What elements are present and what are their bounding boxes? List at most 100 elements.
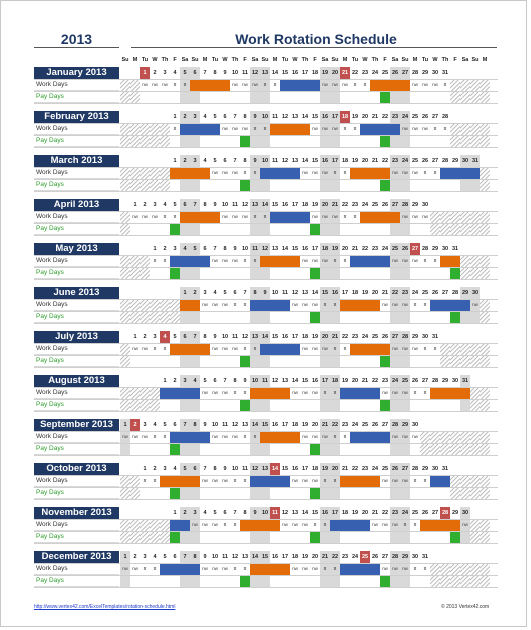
work-day-cell[interactable]: nw xyxy=(292,390,298,395)
pay-day-cell[interactable] xyxy=(250,311,260,323)
pay-day-cell[interactable] xyxy=(310,91,320,103)
work-day-cell[interactable]: x xyxy=(153,478,157,484)
pay-day-cell[interactable] xyxy=(410,135,420,147)
work-day-cell[interactable]: nw xyxy=(400,431,410,443)
pay-day-cell[interactable] xyxy=(370,443,380,455)
pay-day-cell[interactable] xyxy=(260,531,270,543)
work-day-cell[interactable]: nw xyxy=(400,255,410,267)
work-day-cell[interactable] xyxy=(390,211,400,223)
pay-day-cell[interactable] xyxy=(190,91,200,103)
pay-day-cell[interactable] xyxy=(270,443,280,455)
work-day-cell[interactable] xyxy=(170,519,180,531)
work-day-cell[interactable] xyxy=(190,79,200,91)
pay-day-cell[interactable] xyxy=(260,399,270,411)
pay-day-cell[interactable] xyxy=(150,487,160,499)
work-day-cell[interactable] xyxy=(260,255,270,267)
pay-day-cell[interactable] xyxy=(150,355,160,367)
pay-day-cell[interactable] xyxy=(280,179,290,191)
work-day-cell[interactable]: nw xyxy=(312,302,318,307)
pay-day-cell[interactable] xyxy=(230,487,240,499)
pay-day-cell[interactable] xyxy=(240,135,250,147)
work-day-cell[interactable] xyxy=(350,475,360,487)
work-day-cell[interactable] xyxy=(360,211,370,223)
pay-day-cell[interactable] xyxy=(340,531,350,543)
work-day-cell[interactable]: x xyxy=(330,343,340,355)
work-day-cell[interactable] xyxy=(360,475,370,487)
work-day-cell[interactable]: x xyxy=(343,170,347,176)
work-day-cell[interactable] xyxy=(430,299,440,311)
pay-day-cell[interactable] xyxy=(390,311,400,323)
work-day-cell[interactable]: nw xyxy=(242,82,248,87)
work-day-cell[interactable]: x xyxy=(180,79,190,91)
work-day-cell[interactable]: nw xyxy=(302,258,308,263)
pay-day-cell[interactable] xyxy=(340,575,350,587)
pay-day-cell[interactable] xyxy=(330,311,340,323)
pay-day-cell[interactable] xyxy=(160,575,170,587)
work-day-cell[interactable]: nw xyxy=(372,522,378,527)
pay-day-cell[interactable] xyxy=(340,223,350,235)
pay-day-cell[interactable] xyxy=(410,179,420,191)
work-day-cell[interactable]: nw xyxy=(212,478,218,483)
pay-day-cell[interactable] xyxy=(220,135,230,147)
pay-day-cell[interactable] xyxy=(320,575,330,587)
pay-day-cell[interactable] xyxy=(410,487,420,499)
work-day-cell[interactable]: x xyxy=(330,299,340,311)
work-day-cell[interactable]: nw xyxy=(292,522,298,527)
work-day-cell[interactable]: nw xyxy=(400,475,410,487)
work-day-cell[interactable] xyxy=(370,123,380,135)
pay-day-cell[interactable] xyxy=(370,91,380,103)
work-day-cell[interactable]: nw xyxy=(382,302,388,307)
pay-day-cell[interactable] xyxy=(400,91,410,103)
work-day-cell[interactable]: nw xyxy=(142,214,148,219)
pay-day-cell[interactable] xyxy=(370,575,380,587)
work-day-cell[interactable]: x xyxy=(343,214,347,220)
pay-day-cell[interactable] xyxy=(240,179,250,191)
pay-day-cell[interactable] xyxy=(290,135,300,147)
work-day-cell[interactable] xyxy=(180,299,190,311)
pay-day-cell[interactable] xyxy=(310,135,320,147)
pay-day-cell[interactable] xyxy=(160,267,170,279)
work-day-cell[interactable] xyxy=(270,123,280,135)
work-day-cell[interactable] xyxy=(360,255,370,267)
pay-day-cell[interactable] xyxy=(320,443,330,455)
work-day-cell[interactable]: x xyxy=(153,258,157,264)
pay-day-cell[interactable] xyxy=(260,223,270,235)
work-day-cell[interactable]: nw xyxy=(212,566,218,571)
pay-day-cell[interactable] xyxy=(160,355,170,367)
pay-day-cell[interactable] xyxy=(360,179,370,191)
work-day-cell[interactable] xyxy=(220,79,230,91)
work-day-cell[interactable] xyxy=(420,519,430,531)
work-day-cell[interactable] xyxy=(200,79,210,91)
pay-day-cell[interactable] xyxy=(440,531,450,543)
work-day-cell[interactable] xyxy=(290,211,300,223)
work-day-cell[interactable]: nw xyxy=(222,346,228,351)
work-day-cell[interactable] xyxy=(370,343,380,355)
pay-day-cell[interactable] xyxy=(300,311,310,323)
work-day-cell[interactable]: x xyxy=(343,434,347,440)
work-day-cell[interactable] xyxy=(350,519,360,531)
work-day-cell[interactable] xyxy=(270,211,280,223)
pay-day-cell[interactable] xyxy=(290,487,300,499)
work-day-cell[interactable]: nw xyxy=(292,566,298,571)
pay-day-cell[interactable] xyxy=(410,267,420,279)
pay-day-cell[interactable] xyxy=(240,91,250,103)
pay-day-cell[interactable] xyxy=(220,311,230,323)
pay-day-cell[interactable] xyxy=(190,311,200,323)
work-day-cell[interactable] xyxy=(350,343,360,355)
work-day-cell[interactable] xyxy=(190,343,200,355)
work-day-cell[interactable]: x xyxy=(243,170,247,176)
work-day-cell[interactable] xyxy=(450,255,460,267)
pay-day-cell[interactable] xyxy=(150,575,160,587)
pay-day-cell[interactable] xyxy=(440,487,450,499)
pay-day-cell[interactable] xyxy=(230,179,240,191)
pay-day-cell[interactable] xyxy=(270,179,280,191)
work-day-cell[interactable]: nw xyxy=(382,566,388,571)
pay-day-cell[interactable] xyxy=(240,311,250,323)
work-day-cell[interactable]: x xyxy=(400,519,410,531)
work-day-cell[interactable] xyxy=(240,519,250,531)
work-day-cell[interactable]: x xyxy=(330,167,340,179)
pay-day-cell[interactable] xyxy=(140,223,150,235)
work-day-cell[interactable] xyxy=(180,167,190,179)
work-day-cell[interactable] xyxy=(350,167,360,179)
work-day-cell[interactable] xyxy=(180,431,190,443)
